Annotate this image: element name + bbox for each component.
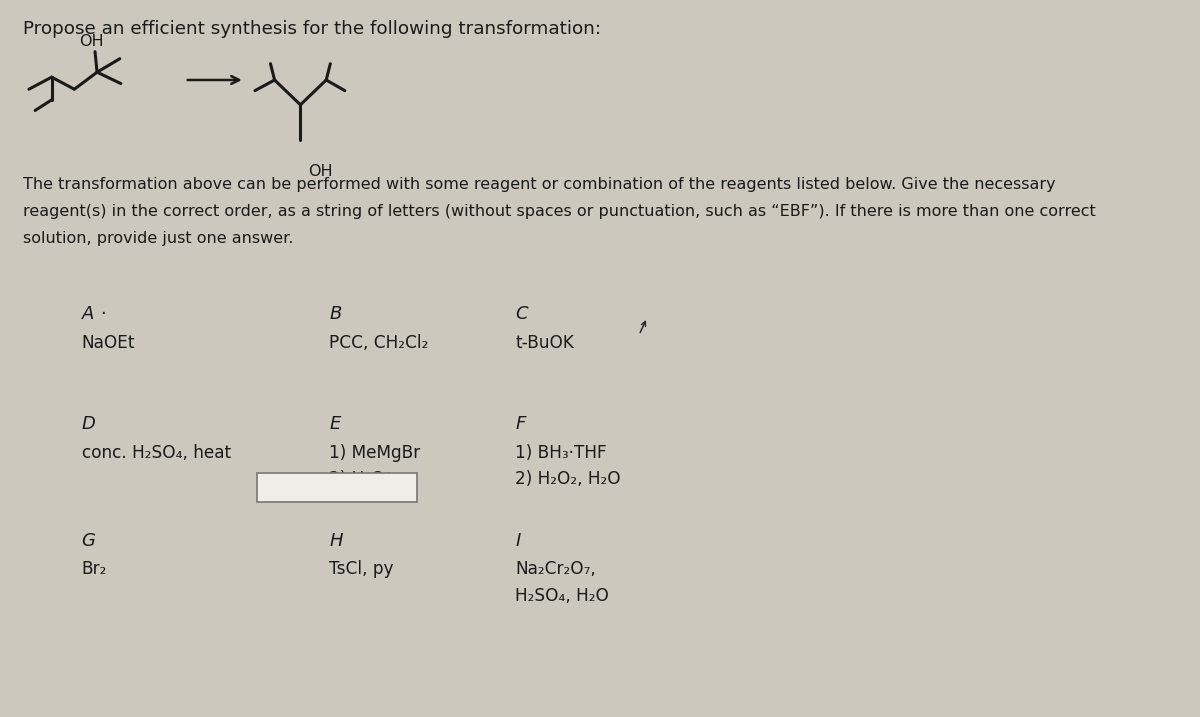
Text: 1) BH₃·THF
2) H₂O₂, H₂O: 1) BH₃·THF 2) H₂O₂, H₂O	[515, 444, 620, 488]
Text: G: G	[82, 532, 96, 550]
Text: E: E	[329, 415, 341, 433]
Text: OH: OH	[307, 164, 332, 179]
Text: conc. H₂SO₄, heat: conc. H₂SO₄, heat	[82, 444, 230, 462]
Text: The transformation above can be performed with some reagent or combination of th: The transformation above can be performe…	[23, 177, 1055, 192]
Text: D: D	[82, 415, 96, 433]
Text: solution, provide just one answer.: solution, provide just one answer.	[23, 231, 293, 246]
Text: H: H	[329, 532, 343, 550]
Text: F: F	[515, 415, 526, 433]
Text: reagent(s) in the correct order, as a string of letters (without spaces or punct: reagent(s) in the correct order, as a st…	[23, 204, 1096, 219]
Text: Br₂: Br₂	[82, 561, 107, 579]
Text: NaOEt: NaOEt	[82, 333, 136, 352]
Text: Propose an efficient synthesis for the following transformation:: Propose an efficient synthesis for the f…	[23, 20, 601, 38]
Text: ·: ·	[100, 305, 106, 323]
Text: B: B	[329, 305, 342, 323]
Text: C: C	[515, 305, 528, 323]
Text: 1) MeMgBr
2) H₃O⁺: 1) MeMgBr 2) H₃O⁺	[329, 444, 420, 488]
FancyBboxPatch shape	[257, 473, 418, 502]
Text: t-BuOK: t-BuOK	[515, 333, 574, 352]
Text: TsCl, py: TsCl, py	[329, 561, 394, 579]
Text: I: I	[515, 532, 521, 550]
Text: Na₂Cr₂O₇,
H₂SO₄, H₂O: Na₂Cr₂O₇, H₂SO₄, H₂O	[515, 561, 608, 605]
Text: A: A	[82, 305, 94, 323]
Text: OH: OH	[79, 34, 104, 49]
Text: PCC, CH₂Cl₂: PCC, CH₂Cl₂	[329, 333, 428, 352]
